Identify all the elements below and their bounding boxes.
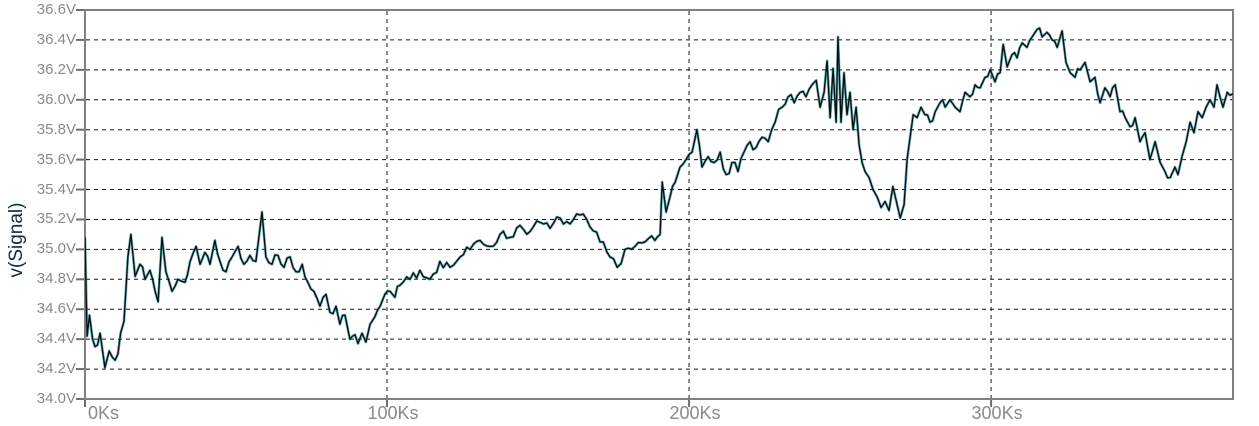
y-tick-label: 36.2V — [36, 60, 76, 78]
signal-trace — [85, 26, 1233, 370]
y-tick-label: 34.8V — [36, 270, 76, 288]
trace-line — [85, 27, 1233, 369]
plot-frame — [84, 9, 1234, 400]
y-tick-label: 35.4V — [36, 180, 76, 198]
y-tick-label: 36.4V — [36, 30, 76, 48]
y-tick-label: 34.0V — [36, 390, 76, 407]
y-tick-label: 34.4V — [36, 330, 76, 348]
y-tick-label: 34.2V — [36, 360, 76, 378]
gridlines — [86, 11, 1232, 398]
x-tick-label: 100Ks — [367, 403, 419, 423]
y-tick-label: 35.8V — [36, 120, 76, 138]
y-tick-label: 36.6V — [36, 1, 76, 18]
y-tick-label: 35.6V — [36, 150, 76, 168]
x-tick-label: 200Ks — [669, 403, 721, 423]
y-tick-label: 36.0V — [36, 90, 76, 108]
x-tick-label: 0Ks — [88, 403, 120, 423]
y-tick-label: 35.0V — [36, 240, 76, 258]
y-tick-label: 34.6V — [36, 300, 76, 318]
axis-tick-marks — [76, 9, 993, 407]
y-tick-label: 35.2V — [36, 210, 76, 228]
x-tick-label: 300Ks — [971, 403, 1023, 423]
trace-glow — [85, 26, 1233, 370]
